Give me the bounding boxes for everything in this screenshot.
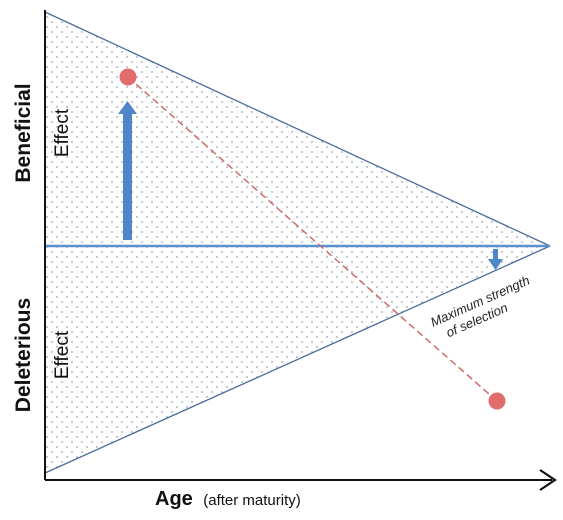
selection-envelope-fill [45,12,550,473]
envelope-lower-edge [44,245,551,474]
early-age-dot [119,68,137,86]
deleterious-label: Deleterious [12,298,35,412]
down-arrow-icon [488,249,503,270]
late-age-dot [488,392,506,410]
beneficial-effect-label: Effect [52,108,73,157]
x-axis-label-main: Age [155,488,193,510]
x-axis-arrowhead [539,469,557,491]
trajectory-dashed-line [127,76,498,402]
x-axis-label: Age (after maturity) [155,488,301,510]
deleterious-effect-label: Effect [52,330,73,379]
up-arrow-icon [118,101,137,240]
x-axis-label-sub: (after maturity) [203,492,301,509]
beneficial-label: Beneficial [12,83,35,182]
envelope-upper-edge [44,11,551,247]
